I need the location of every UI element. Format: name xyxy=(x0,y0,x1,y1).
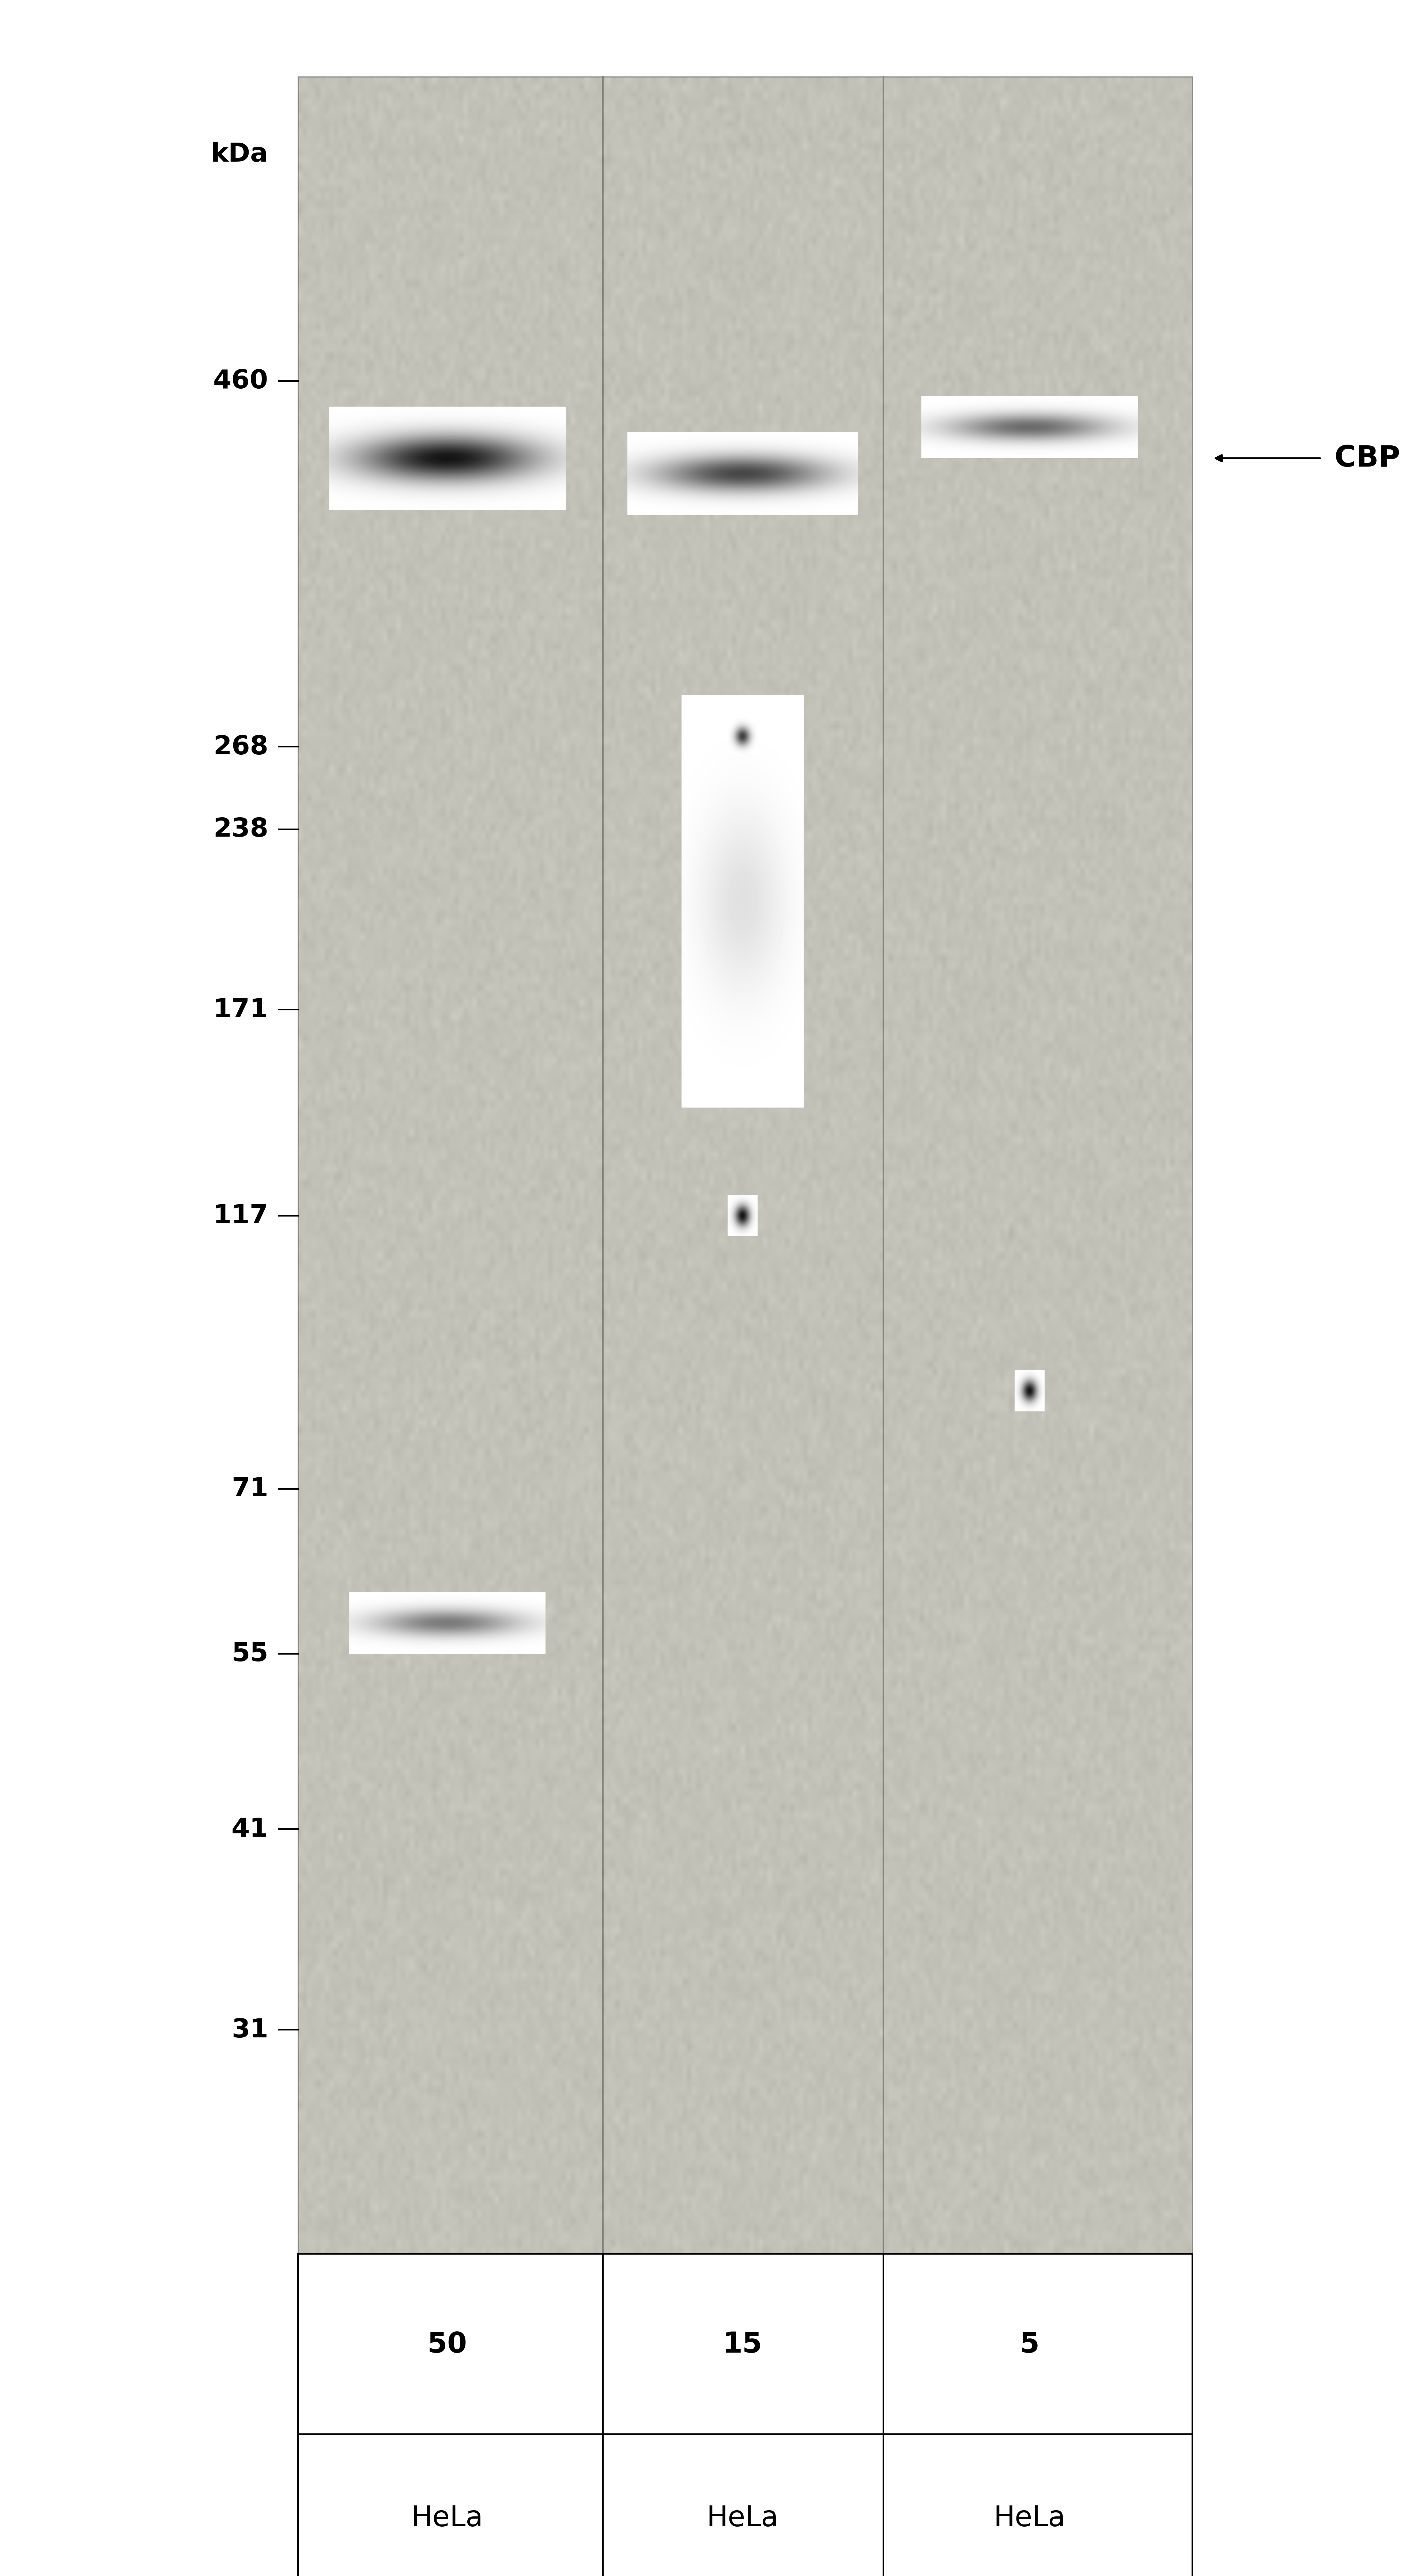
Text: kDa: kDa xyxy=(211,142,268,167)
Text: CBP: CBP xyxy=(1334,443,1400,474)
Text: 171: 171 xyxy=(213,997,268,1023)
Text: HeLa: HeLa xyxy=(706,2504,778,2532)
Text: 268: 268 xyxy=(213,734,268,760)
Text: 117: 117 xyxy=(213,1203,268,1229)
Text: 15: 15 xyxy=(723,2331,762,2357)
Text: 238: 238 xyxy=(213,817,268,842)
Text: HeLa: HeLa xyxy=(411,2504,483,2532)
Text: 50: 50 xyxy=(427,2331,466,2357)
Text: 5: 5 xyxy=(1019,2331,1039,2357)
Text: 460: 460 xyxy=(213,368,268,394)
Bar xyxy=(298,77,1192,2254)
Text: HeLa: HeLa xyxy=(994,2504,1066,2532)
Text: 31: 31 xyxy=(232,2017,268,2043)
Text: 41: 41 xyxy=(232,1816,268,1842)
Text: 71: 71 xyxy=(232,1476,268,1502)
Bar xyxy=(298,2254,1192,2576)
Text: 55: 55 xyxy=(232,1641,268,1667)
